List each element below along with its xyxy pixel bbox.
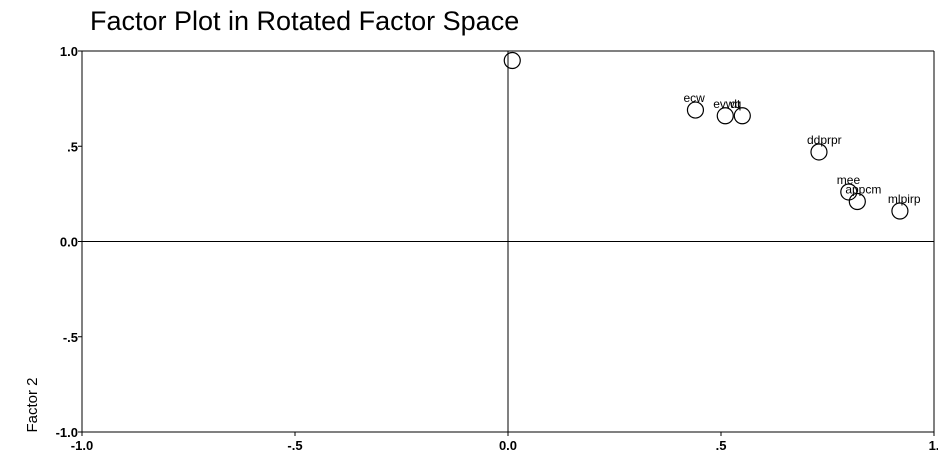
- data-point-marker: [716, 107, 734, 125]
- data-point-marker: [686, 101, 705, 119]
- data-point-marker: [891, 202, 909, 220]
- y-tick-label: 1.0: [60, 44, 78, 59]
- data-point-label: mlpirp: [888, 192, 921, 206]
- y-axis-title: Factor 2: [24, 377, 41, 432]
- x-tick-label: 1.: [929, 438, 938, 453]
- data-point-label: ecw: [683, 91, 705, 105]
- data-point-marker: [840, 183, 858, 201]
- y-tick-label: -.5: [63, 330, 78, 345]
- chart-title: Factor Plot in Rotated Factor Space: [90, 6, 520, 36]
- data-point-marker: [503, 51, 521, 70]
- axis-ticks: 1.0 .5 0.0 -.5 -1.0-1.0 -.5 0.0 .5 1.: [56, 44, 938, 453]
- y-tick-label: 0.0: [60, 235, 78, 250]
- y-tick-label: .5: [67, 139, 78, 154]
- data-point-label: dt: [730, 97, 741, 111]
- y-tick-label: -1.0: [56, 425, 78, 440]
- x-tick-label: -.5: [287, 438, 302, 453]
- data-point-marker: [848, 192, 866, 211]
- data-point-label: evwq: [713, 97, 741, 111]
- reference-lines: [82, 51, 934, 432]
- data-point-label: appcm: [845, 182, 881, 196]
- data-point-label: mee: [837, 173, 861, 187]
- data-point-label: ddprpr: [807, 133, 842, 147]
- data-point-marker: [810, 143, 828, 161]
- x-tick-label: -1.0: [71, 438, 93, 453]
- x-tick-label: 0.0: [499, 438, 517, 453]
- x-tick-label: .5: [716, 438, 727, 453]
- data-point-marker: [733, 107, 751, 125]
